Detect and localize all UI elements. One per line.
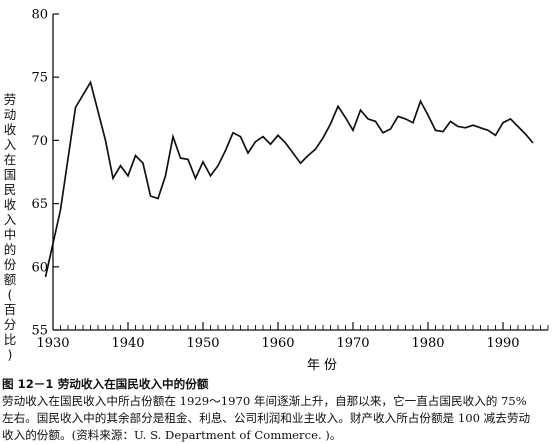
y-axis-label-char: 收 — [3, 122, 17, 137]
y-axis-label-char: 中 — [3, 227, 17, 242]
figure-title: 劳动收入在国民收入中的份额 — [57, 377, 209, 391]
y-axis-label-char: 百 — [3, 302, 17, 317]
y-axis-label-char: 动 — [3, 107, 17, 122]
y-axis-label-char: 收 — [3, 197, 17, 212]
x-tick-label: 1970 — [336, 336, 369, 351]
y-tick-label: 75 — [31, 71, 48, 86]
y-tick-label: 60 — [31, 260, 48, 275]
y-tick-label: 55 — [31, 324, 48, 339]
y-axis-label-char: 在 — [3, 152, 17, 167]
series-line-labor-share — [44, 80, 534, 278]
y-axis-label-char: 分 — [3, 317, 17, 332]
y-axis-label-char: 民 — [3, 182, 17, 197]
caption-line-2: 左右。国民收入中的其余部分是租金、利息、公司利润和业主收入。财产收入所占份额是 … — [2, 411, 531, 425]
y-axis-label-char: 入 — [3, 212, 17, 227]
y-axis-label-char: 比 — [3, 332, 17, 347]
x-tick-label: 1990 — [486, 336, 519, 351]
axis-ticks — [53, 13, 549, 331]
axes — [52, 14, 548, 331]
y-axis-label: 劳动收入在国民收入中的份额(百分比) — [2, 92, 18, 362]
y-axis-label-char: ) — [7, 347, 13, 362]
y-axis-label-char: 国 — [3, 167, 17, 182]
y-axis-label-char: 入 — [3, 137, 17, 152]
line-chart: 55 60 65 70 75 80 1930 1940 1950 1960 1970 1980 1990… — [31, 8, 549, 373]
y-tick-label: 70 — [31, 134, 48, 149]
x-tick-label: 1950 — [186, 336, 219, 351]
y-axis-label-char: 额 — [3, 272, 17, 287]
y-tick-label: 65 — [31, 197, 48, 212]
x-tick-label: 1930 — [36, 336, 69, 351]
caption-line-3: 收入的份额。(资料来源：U. S. Department of Commerce… — [2, 428, 342, 442]
y-tick-label: 80 — [31, 8, 48, 23]
x-tick-label: 1960 — [261, 336, 294, 351]
figure-number: 图 12－1 — [2, 377, 54, 391]
y-axis-label-char: 份 — [3, 257, 17, 272]
caption-line-1: 劳动收入在国民收入中所占份额在 1929～1970 年间逐渐上升，自那以来，它一… — [2, 394, 527, 408]
x-axis-label: 年 份 — [307, 358, 337, 373]
figure-caption: 图 12－1 劳动收入在国民收入中的份额 劳动收入在国民收入中所占份额在 192… — [2, 376, 558, 444]
tick-labels: 55 60 65 70 75 80 1930 1940 1950 1960 1970 1980 1990 — [31, 8, 519, 352]
x-tick-label: 1940 — [111, 336, 144, 351]
x-tick-label: 1980 — [411, 336, 444, 351]
y-axis-label-char: 劳 — [3, 92, 17, 107]
y-axis-label-char: ( — [7, 287, 13, 302]
y-axis-label-char: 的 — [3, 242, 17, 257]
